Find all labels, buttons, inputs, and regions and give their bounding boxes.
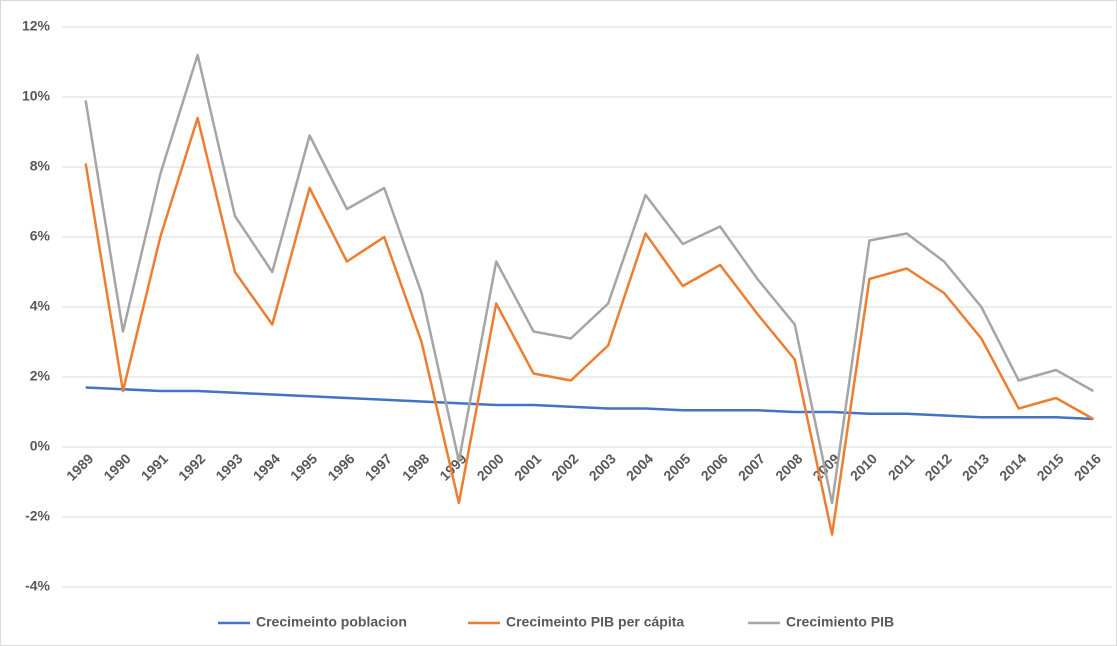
y-tick-label: -2% bbox=[25, 508, 50, 524]
series-line bbox=[84, 116, 1094, 536]
y-tick-label: 0% bbox=[30, 438, 51, 454]
y-tick-label: 12% bbox=[22, 18, 51, 34]
y-tick-label: 6% bbox=[30, 228, 51, 244]
y-tick-label: 2% bbox=[30, 368, 51, 384]
y-tick-label: -4% bbox=[25, 578, 50, 594]
legend-label: Crecimiento PIB bbox=[786, 614, 894, 630]
y-tick-label: 10% bbox=[22, 88, 51, 104]
y-tick-label: 4% bbox=[30, 298, 51, 314]
series-line bbox=[84, 53, 1094, 505]
legend-label: Crecimeinto PIB per cápita bbox=[506, 614, 684, 630]
legend-label: Crecimeinto poblacion bbox=[256, 614, 407, 630]
y-tick-label: 8% bbox=[30, 158, 51, 174]
series-line bbox=[85, 386, 1094, 421]
